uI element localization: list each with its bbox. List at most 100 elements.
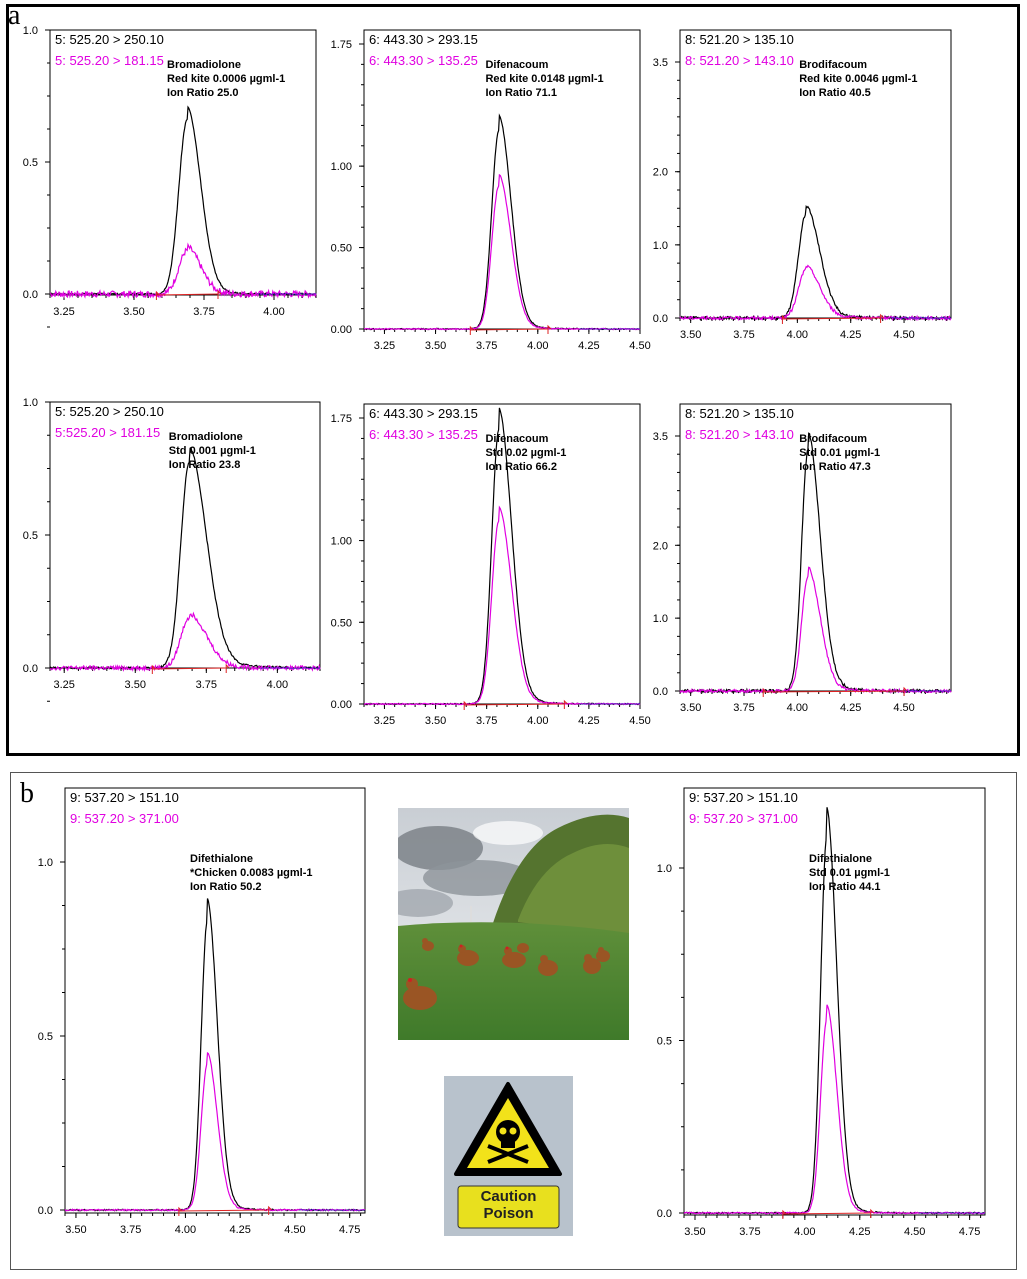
chart-a-2-2-baseline-start-marker: [463, 700, 468, 710]
chart-a-1-3-xtick-label: 3.75: [733, 329, 754, 341]
chart-a-2-1-xtick-label: 4.00: [267, 679, 288, 691]
chart-a-1-3-xtick-label: 4.25: [840, 329, 861, 341]
panel-a-frame: [6, 4, 1020, 756]
chart-a-2-3-channel-label-2: 8: 521.20 > 143.10: [685, 427, 794, 442]
chart-a-1-1-channel-label-2: 5: 525.20 > 181.15: [55, 53, 164, 68]
panel-a-letter: a: [8, 0, 21, 31]
chart-a-1-2-ytick-label: 1.75: [331, 39, 352, 51]
chart-a-1-1-channel-label-1: 5: 525.20 > 250.10: [55, 32, 164, 47]
chart-b-1-1-ytick-label: 0.5: [38, 1031, 53, 1043]
chart-a-2-3-series-qual: [679, 566, 952, 694]
chart-b-1-2-xtick-label: 4.50: [904, 1226, 925, 1238]
chart-a-1-2-ytick-label: 1.00: [331, 161, 352, 173]
chart-a-2-1-annotation-3: Ion Ratio 23.8: [169, 459, 241, 471]
chart-a-2-3-annotation-1: Brodifacoum: [799, 433, 867, 445]
chart-a-2-1-series-quant: [49, 446, 321, 671]
chart-a-1-3-ytick-label: 3.5: [653, 57, 668, 69]
chart-a-1-1-annotation-3: Ion Ratio 25.0: [167, 87, 239, 99]
chart-a-2-1-baseline-end-marker: [225, 663, 230, 673]
chart-a-2-1-baseline-start-marker: [151, 664, 156, 674]
chart-a-1-1-baseline-end-marker: [217, 289, 222, 299]
chart-b-1-1-series-quant: [64, 898, 366, 1212]
chart-a-2-2-integration-baseline: [464, 703, 565, 706]
chart-a-1-2-baseline-end-marker: [547, 324, 552, 334]
chart-b-1-2-xtick-label: 4.75: [959, 1226, 980, 1238]
chart-b-1-1-baseline-start-marker: [178, 1206, 183, 1216]
chart-b-1-2-xtick-label: 3.75: [739, 1226, 760, 1238]
chart-a-2-2-xtick-label: 3.25: [374, 715, 395, 727]
chart-a-1-1-xtick-label: 3.50: [123, 306, 144, 318]
chart-a-1-3-frame: [679, 29, 952, 319]
chart-b-1-2-ytick-label: 0.0: [657, 1208, 672, 1220]
chart-a-1-3-series-qual: [679, 264, 952, 322]
chart-b-1-2-series-qual: [683, 1004, 986, 1215]
chart-a-2-3-xtick-label: 3.50: [680, 702, 701, 714]
caution-poison-sign: Caution Poison: [444, 1076, 573, 1236]
chart-a-1-2-series-noise: [579, 328, 641, 330]
chart-a-2-1-channel-label-1: 5: 525.20 > 250.10: [55, 404, 164, 419]
chart-a-2-2-ytick-label: 0.00: [331, 699, 352, 711]
chart-a-1-3-ytick-label: 0.0: [653, 313, 668, 325]
chart-a-1-2-xtick-label: 4.00: [527, 340, 548, 352]
chart-b-1-1-baseline-end-marker: [268, 1205, 273, 1215]
chart-a-1-3-xtick-label: 4.50: [893, 329, 914, 341]
chart-a-1-1-xtick-label: 4.00: [263, 306, 284, 318]
chart-b-1-2-baseline-end-marker: [870, 1208, 875, 1218]
chart-a-2-3-annotation-2: Std 0.01 µgml-1: [799, 447, 880, 459]
chart-b-1-1-xtick-label: 4.25: [229, 1224, 250, 1236]
chart-a-1-1-annotation-1: Bromadiolone: [167, 59, 241, 71]
chart-a-1-2-annotation-3: Ion Ratio 71.1: [485, 87, 557, 99]
chart-a-2-2-xtick-label: 3.50: [425, 715, 446, 727]
chart-a-2-2-xtick-label: 4.50: [629, 715, 650, 727]
chart-a-1-1-xtick-label: 3.75: [193, 306, 214, 318]
chart-a-2-3-ytick-label: 0.0: [653, 686, 668, 698]
chart-a-1-2-series-quant: [363, 113, 641, 331]
chart-b-1-1-frame: [64, 787, 366, 1214]
chart-a-2-3-xtick-label: 4.00: [787, 702, 808, 714]
chart-b-1-1-integration-baseline: [178, 1209, 269, 1212]
chart-b-1-2-frame: [683, 787, 986, 1216]
chart-a-2-2-baseline-end-marker: [563, 699, 568, 709]
chart-a-1-2-ytick-label: 0.00: [331, 324, 352, 336]
chart-a-2-3-ytick-label: 3.5: [653, 431, 668, 443]
chart-b-1-2-channel-label-1: 9: 537.20 > 151.10: [689, 790, 798, 805]
chart-b-1-1-series-qual: [64, 1051, 366, 1212]
chart-a-1-2-ytick-label: 0.50: [331, 243, 352, 255]
chart-a-2-2-series-qual: [363, 505, 641, 706]
chart-b-1-2-ytick-label: 0.5: [657, 1036, 672, 1048]
chart-a-1-2-series-qual: [363, 173, 641, 331]
chart-a-1-1-ytick-label: 0.5: [23, 157, 38, 169]
chart-a-2-1-series-qual: [49, 611, 321, 673]
chart-a-2-2-channel-label-1: 6: 443.30 > 293.15: [369, 406, 478, 421]
chart-a-2-2-annotation-1: Difenacoum: [485, 433, 548, 445]
chart-a-2-2-ytick-label: 1.00: [331, 536, 352, 548]
chart-a-2-3-annotation-3: Ion Ratio 47.3: [799, 461, 871, 473]
chart-b-1-1-annotation-1: Difethialone: [190, 853, 253, 865]
chart-a-1-2-xtick-label: 3.50: [425, 340, 446, 352]
chart-a-2-2-ytick-label: 0.50: [331, 617, 352, 629]
chart-b-1-2-annotation-2: Std 0.01 µgml-1: [809, 867, 890, 879]
chart-a-2-3-baseline-end-marker: [903, 686, 908, 696]
chart-b-1-2-xtick-label: 3.50: [684, 1226, 705, 1238]
chart-a-2-3-xtick-label: 3.75: [733, 702, 754, 714]
chart-a-1-3-annotation-3: Ion Ratio 40.5: [799, 87, 871, 99]
chart-a-1-2-frame: [363, 29, 641, 330]
chart-a-1-1-series-quant: [49, 105, 317, 296]
chart-a-1-3-annotation-2: Red kite 0.0046 µgml-1: [799, 73, 917, 85]
chart-a-2-3-series-noise: [891, 689, 952, 693]
chart-a-1-3-series-noise: [891, 316, 952, 320]
chart-a-1-3-series-quant: [679, 204, 952, 321]
chart-a-2-2-frame: [363, 403, 641, 705]
chart-b-1-1-series-noise: [298, 1209, 366, 1211]
chart-a-2-1-ytick-label: 0.5: [23, 530, 38, 542]
chart-a-1-2-baseline-start-marker: [469, 325, 474, 335]
chart-a-1-1-series-qual: [49, 242, 317, 299]
chart-a-2-1-ytick-label: 1.0: [23, 397, 38, 409]
chart-a-2-1-annotation-1: Bromadiolone: [169, 431, 243, 443]
chart-a-1-3-baseline-end-marker: [880, 313, 884, 323]
chart-a-1-1-integration-baseline: [156, 293, 219, 296]
chart-a-2-3-channel-label-1: 8: 521.20 > 135.10: [685, 406, 794, 421]
chart-a-1-2-xtick-label: 4.50: [629, 340, 650, 352]
chart-a-1-3-channel-label-2: 8: 521.20 > 143.10: [685, 53, 794, 68]
chart-a-2-3-ytick-label: 1.0: [653, 613, 668, 625]
